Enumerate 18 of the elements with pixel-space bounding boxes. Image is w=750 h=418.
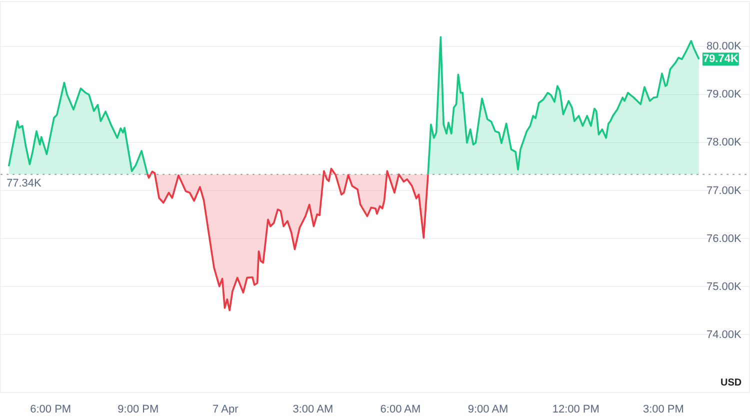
y-tick-label: 79.00K [706, 88, 742, 101]
y-tick-label: 78.00K [706, 136, 742, 149]
y-tick-label: 77.00K [706, 184, 742, 197]
y-tick-label: 75.00K [706, 280, 742, 293]
x-tick-label: 6:00 PM [30, 404, 72, 416]
annotation: 79.74K [702, 53, 738, 66]
ref-line-label: 77.34K [6, 177, 42, 190]
x-tick-label: 9:00 PM [118, 404, 159, 416]
x-tick-label: 3:00 AM [292, 404, 334, 416]
x-tick-label: 6:00 AM [380, 404, 421, 416]
x-tick-label: 3:00 PM [642, 404, 684, 416]
y-tick-label: 74.00K [706, 328, 742, 341]
x-tick-label: 12:00 PM [552, 404, 600, 416]
annotation: USD [720, 378, 742, 388]
y-tick-label: 80.00K [706, 40, 742, 53]
x-tick-label: 7 Apr [212, 404, 239, 416]
x-tick-label: 9:00 AM [468, 404, 508, 416]
y-tick-label: 76.00K [706, 232, 742, 245]
